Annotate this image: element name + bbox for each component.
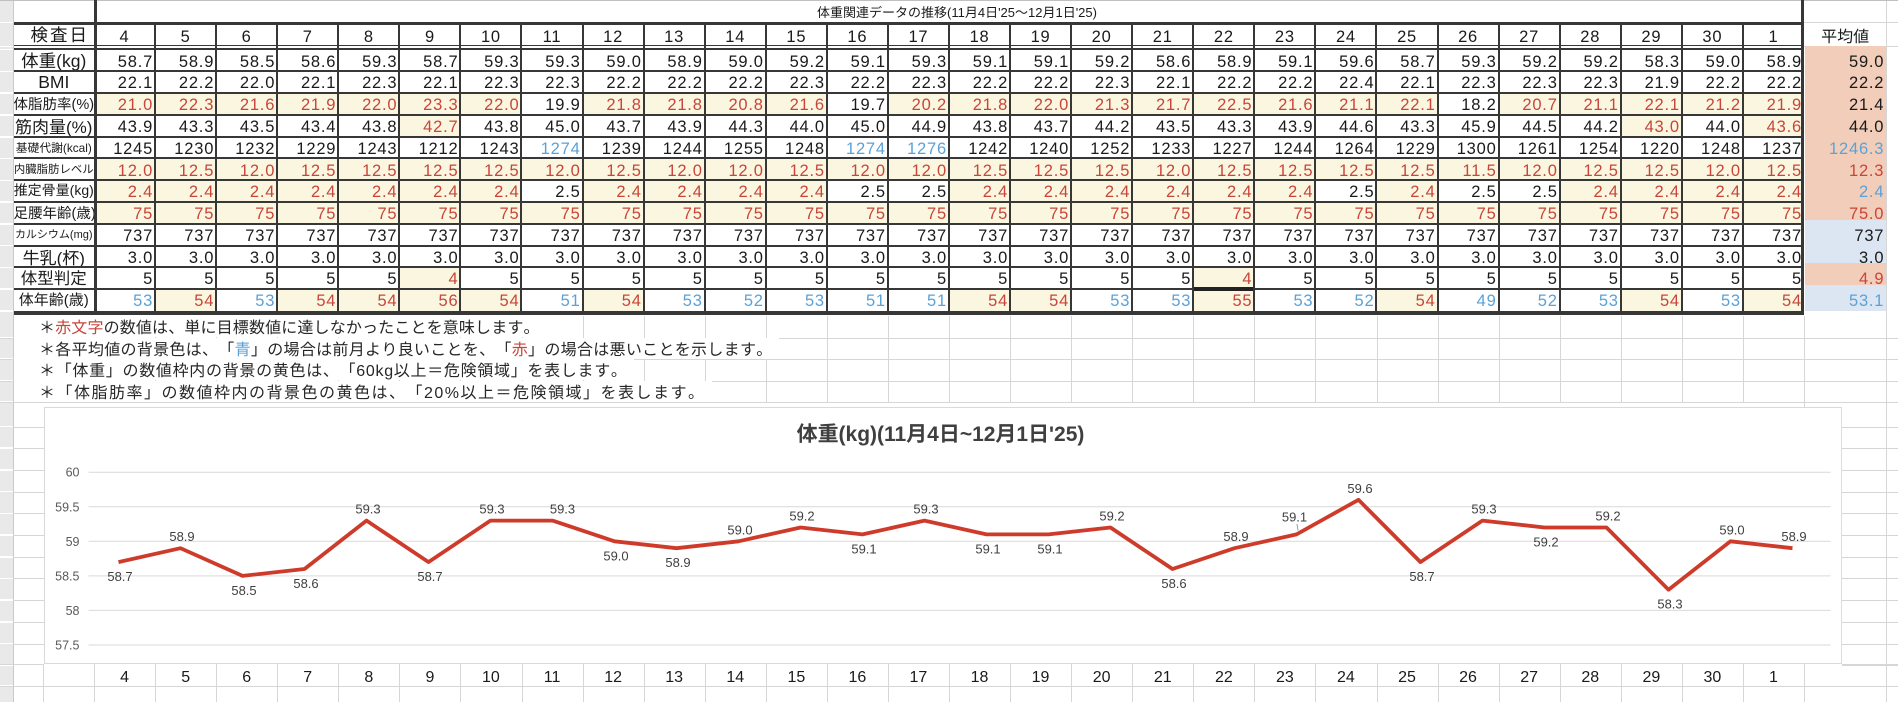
svg-text:58.9: 58.9: [1223, 526, 1248, 545]
svg-text:59.3: 59.3: [355, 498, 380, 517]
svg-text:59.0: 59.0: [1719, 519, 1744, 538]
svg-text:59.1: 59.1: [851, 538, 876, 557]
svg-text:58.5: 58.5: [55, 566, 79, 584]
svg-text:59.5: 59.5: [55, 497, 79, 515]
svg-text:58.9: 58.9: [169, 526, 194, 545]
svg-text:58.7: 58.7: [107, 566, 132, 585]
svg-text:体重(kg)(11月4日~12月1日'25): 体重(kg)(11月4日~12月1日'25): [796, 418, 1084, 448]
svg-text:59.6: 59.6: [1347, 477, 1372, 496]
svg-text:58.6: 58.6: [1161, 572, 1186, 591]
svg-text:59.1: 59.1: [1281, 506, 1306, 525]
svg-text:58.7: 58.7: [1409, 566, 1434, 585]
svg-text:57.5: 57.5: [55, 635, 79, 653]
svg-text:59.3: 59.3: [1471, 498, 1496, 517]
svg-text:58.6: 58.6: [293, 572, 318, 591]
svg-text:58: 58: [65, 600, 79, 618]
svg-text:59.2: 59.2: [1533, 531, 1558, 550]
svg-text:59.3: 59.3: [479, 498, 504, 517]
svg-text:58.3: 58.3: [1657, 593, 1682, 612]
svg-text:59.3: 59.3: [913, 498, 938, 517]
svg-text:58.7: 58.7: [417, 566, 442, 585]
svg-text:58.5: 58.5: [231, 579, 256, 598]
svg-text:59.2: 59.2: [1099, 505, 1124, 524]
svg-text:59.3: 59.3: [549, 498, 574, 517]
svg-text:59.1: 59.1: [975, 538, 1000, 557]
svg-text:59.1: 59.1: [1037, 538, 1062, 557]
svg-text:59.2: 59.2: [1595, 505, 1620, 524]
svg-text:58.9: 58.9: [1781, 526, 1806, 545]
svg-text:60: 60: [65, 462, 79, 480]
svg-text:58.9: 58.9: [665, 552, 690, 571]
svg-text:59.0: 59.0: [727, 519, 752, 538]
svg-text:59.2: 59.2: [789, 505, 814, 524]
svg-text:59: 59: [65, 531, 79, 549]
svg-text:59.0: 59.0: [603, 545, 628, 564]
